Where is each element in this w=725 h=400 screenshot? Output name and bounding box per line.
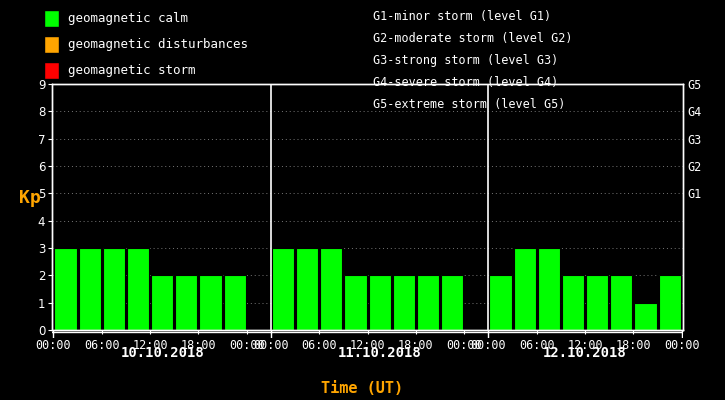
Bar [272,248,294,330]
Text: G5-extreme storm (level G5): G5-extreme storm (level G5) [373,98,566,111]
Bar [417,275,439,330]
Bar [54,248,77,330]
Text: G1-minor storm (level G1): G1-minor storm (level G1) [373,10,552,23]
Text: geomagnetic calm: geomagnetic calm [68,12,188,25]
Bar [127,248,149,330]
Bar [538,248,560,330]
Text: G2-moderate storm (level G2): G2-moderate storm (level G2) [373,32,573,45]
Bar [489,275,512,330]
Text: 12.10.2018: 12.10.2018 [543,346,627,360]
Bar [223,275,246,330]
Bar [344,275,367,330]
Text: geomagnetic storm: geomagnetic storm [68,64,196,77]
Bar [634,303,657,330]
Bar [175,275,197,330]
Bar [368,275,391,330]
Bar [513,248,536,330]
Text: G4-severe storm (level G4): G4-severe storm (level G4) [373,76,559,89]
Bar [393,275,415,330]
Bar [103,248,125,330]
Bar [320,248,342,330]
Text: geomagnetic disturbances: geomagnetic disturbances [68,38,248,51]
Bar [199,275,222,330]
Bar [610,275,632,330]
Bar [586,275,608,330]
Bar [78,248,101,330]
Text: G3-strong storm (level G3): G3-strong storm (level G3) [373,54,559,67]
Y-axis label: Kp: Kp [19,189,41,207]
Bar [441,275,463,330]
Text: 11.10.2018: 11.10.2018 [338,346,421,360]
Bar [151,275,173,330]
Text: 10.10.2018: 10.10.2018 [120,346,204,360]
Bar [296,248,318,330]
Bar [658,275,681,330]
Bar [562,275,584,330]
Text: Time (UT): Time (UT) [321,381,404,396]
